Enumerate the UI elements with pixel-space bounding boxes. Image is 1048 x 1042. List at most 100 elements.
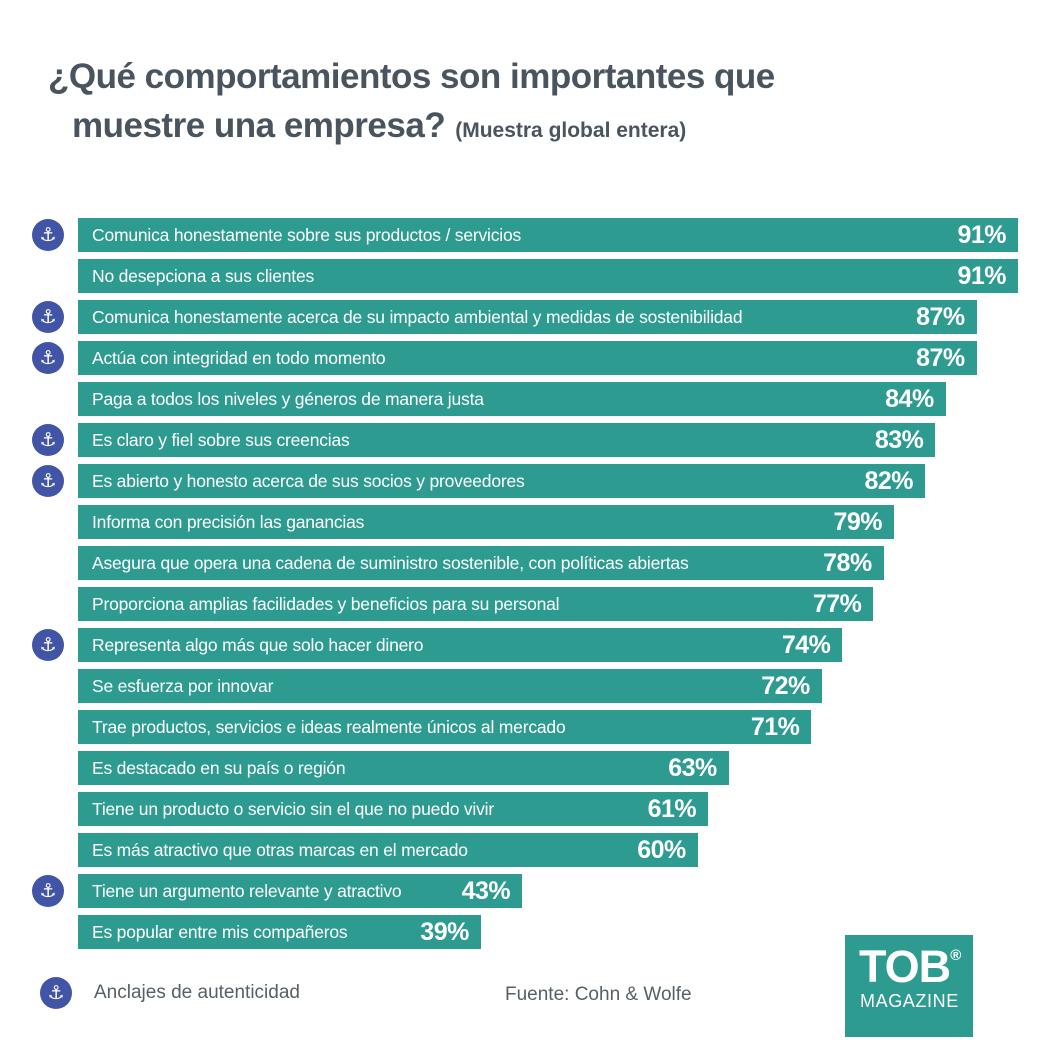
- bar-label: Se esfuerza por innovar: [92, 675, 274, 696]
- bar: Comunica honestamente sobre sus producto…: [78, 218, 1018, 252]
- page-title: ¿Qué comportamientos son importantes que…: [48, 52, 775, 155]
- bar: Tiene un producto o servicio sin el que …: [78, 792, 709, 826]
- bar: Es más atractivo que otras marcas en el …: [78, 833, 698, 867]
- anchor-icon: ⚓: [39, 469, 57, 492]
- bar-value: 63%: [668, 753, 717, 782]
- bar-value: 82%: [864, 466, 914, 495]
- bar-label: Es destacado en su país o región: [92, 757, 346, 778]
- bar-row: Es destacado en su país o región 63%: [78, 751, 1018, 785]
- bar-row: Se esfuerza por innovar 72%: [78, 669, 1018, 703]
- bar-label: Es abierto y honesto acerca de sus socio…: [92, 470, 525, 491]
- bar-row: ⚓ Tiene un argumento relevante y atracti…: [32, 874, 1018, 908]
- bar-value: 91%: [957, 220, 1006, 249]
- anchor-icon: ⚓: [39, 223, 57, 246]
- bar-value: 72%: [761, 671, 810, 700]
- legend-anchor-badge: ⚓: [40, 977, 72, 1009]
- anchor-icon: ⚓: [39, 633, 57, 656]
- bar: Paga a todos los niveles y géneros de ma…: [78, 382, 946, 416]
- anchor-badge: ⚓: [32, 301, 64, 333]
- bar-row: Informa con precisión las ganancias 79%: [78, 505, 1018, 539]
- bar-label: Es claro y fiel sobre sus creencias: [92, 429, 350, 450]
- bar: Tiene un argumento relevante y atractivo…: [78, 874, 523, 908]
- bar-label: Trae productos, servicios e ideas realme…: [92, 716, 566, 737]
- page-title-line2-text: muestre una empresa?: [72, 106, 446, 145]
- bar-value: 87%: [916, 302, 965, 331]
- tob-magazine-logo: TOB® MAGAZINE: [845, 935, 973, 1037]
- bar-chart: ⚓ Comunica honestamente sobre sus produc…: [32, 218, 1018, 956]
- anchor-icon: ⚓: [39, 305, 57, 328]
- logo-wordmark: TOB®: [859, 941, 961, 993]
- page-title-line2: muestre una empresa? (Muestra global ente…: [48, 101, 775, 155]
- bar: Es popular entre mis compañeros 39%: [78, 915, 481, 949]
- anchor-badge: ⚓: [32, 465, 64, 497]
- bar-label: Paga a todos los niveles y géneros de ma…: [92, 388, 484, 409]
- bar-value: 60%: [637, 835, 686, 864]
- bar-value: 39%: [420, 917, 469, 946]
- bar-value: 84%: [885, 384, 934, 413]
- bar-row: Tiene un producto o servicio sin el que …: [78, 792, 1018, 826]
- bar-row: Trae productos, servicios e ideas realme…: [78, 710, 1018, 744]
- anchor-legend: ⚓ Anclajes de autenticidad: [40, 977, 300, 1009]
- bar-value: 87%: [916, 343, 965, 372]
- bar-row: Proporciona amplias facilidades y benefi…: [78, 587, 1018, 621]
- bar-label: Proporciona amplias facilidades y benefi…: [92, 593, 560, 614]
- anchor-icon: ⚓: [39, 346, 57, 369]
- bar-label: No desepciona a sus clientes: [92, 265, 315, 286]
- anchor-badge: ⚓: [32, 629, 64, 661]
- bar: Informa con precisión las ganancias 79%: [78, 505, 895, 539]
- bar-row: Paga a todos los niveles y géneros de ma…: [78, 382, 1018, 416]
- bar: Comunica honestamente acerca de su impac…: [78, 300, 977, 334]
- anchor-icon: ⚓: [39, 428, 57, 451]
- bar-row: Es más atractivo que otras marcas en el …: [78, 833, 1018, 867]
- bar: Es claro y fiel sobre sus creencias 83%: [78, 423, 936, 457]
- bar-row: ⚓ Comunica honestamente sobre sus produc…: [32, 218, 1018, 252]
- bar-row: No desepciona a sus clientes 91%: [78, 259, 1018, 293]
- registered-mark: ®: [950, 947, 962, 964]
- legend-label: Anclajes de autenticidad: [94, 982, 300, 1003]
- bar: Trae productos, servicios e ideas realme…: [78, 710, 812, 744]
- bar-value: 79%: [833, 507, 883, 536]
- bar-row: ⚓ Comunica honestamente acerca de su imp…: [32, 300, 1018, 334]
- bar-label: Comunica honestamente sobre sus producto…: [92, 224, 522, 245]
- bar: Es abierto y honesto acerca de sus socio…: [78, 464, 926, 498]
- bar-row: Es popular entre mis compañeros 39%: [78, 915, 1018, 949]
- bar-label: Representa algo más que solo hacer diner…: [92, 634, 424, 655]
- bar: Es destacado en su país o región 63%: [78, 751, 729, 785]
- logo-magazine-text: MAGAZINE: [860, 991, 959, 1011]
- logo-tob-text: TOB: [859, 941, 951, 992]
- anchor-icon: ⚓: [39, 879, 57, 902]
- bar: Representa algo más que solo hacer diner…: [78, 628, 843, 662]
- bar: Se esfuerza por innovar 72%: [78, 669, 822, 703]
- bar: No desepciona a sus clientes 91%: [78, 259, 1018, 293]
- bar-value: 77%: [812, 589, 862, 618]
- bar-label: Tiene un argumento relevante y atractivo: [92, 880, 402, 901]
- bar-row: ⚓ Representa algo más que solo hacer din…: [32, 628, 1018, 662]
- bar-row: Asegura que opera una cadena de suminist…: [78, 546, 1018, 580]
- anchor-badge: ⚓: [32, 875, 64, 907]
- bar-row: ⚓ Es abierto y honesto acerca de sus soc…: [32, 464, 1018, 498]
- bar-row: ⚓ Actúa con integridad en todo momento 8…: [32, 341, 1018, 375]
- bar: Proporciona amplias facilidades y benefi…: [78, 587, 874, 621]
- bar-label: Asegura que opera una cadena de suminist…: [92, 552, 689, 573]
- bar-value: 43%: [461, 876, 511, 905]
- bar-value: 74%: [781, 630, 831, 659]
- bar-label: Actúa con integridad en todo momento: [92, 347, 386, 368]
- page-subtitle: (Muestra global entera): [455, 119, 687, 142]
- bar-label: Es popular entre mis compañeros: [92, 921, 348, 942]
- bar-label: Es más atractivo que otras marcas en el …: [92, 839, 468, 860]
- bar-label: Comunica honestamente acerca de su impac…: [92, 306, 743, 327]
- bar-value: 91%: [957, 261, 1006, 290]
- bar: Asegura que opera una cadena de suminist…: [78, 546, 884, 580]
- bar-row: ⚓ Es claro y fiel sobre sus creencias 83…: [32, 423, 1018, 457]
- bar-value: 61%: [647, 794, 697, 823]
- bar-value: 83%: [874, 425, 924, 454]
- anchor-badge: ⚓: [32, 342, 64, 374]
- anchor-badge: ⚓: [32, 424, 64, 456]
- bar-value: 71%: [750, 712, 800, 741]
- page-title-line1: ¿Qué comportamientos son importantes que: [48, 57, 775, 96]
- bar-label: Informa con precisión las ganancias: [92, 511, 365, 532]
- anchor-badge: ⚓: [32, 219, 64, 251]
- bar-value: 78%: [823, 548, 872, 577]
- source-text: Fuente: Cohn & Wolfe: [505, 984, 692, 1005]
